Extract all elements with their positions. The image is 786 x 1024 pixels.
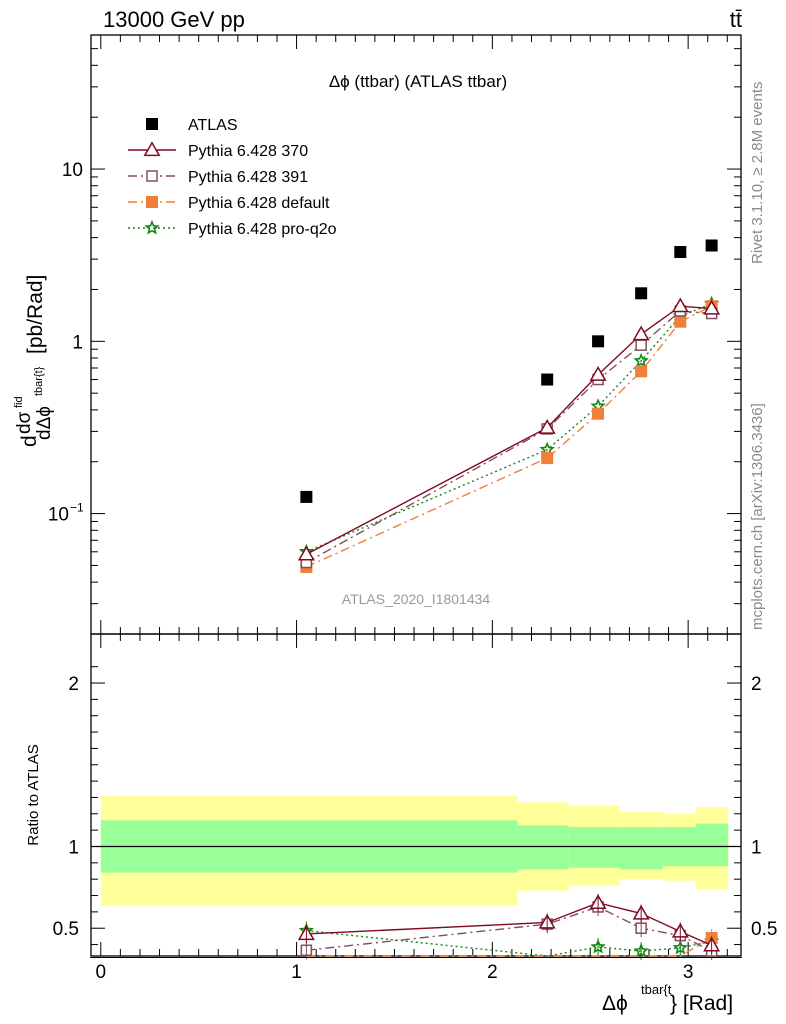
chart-title: Δϕ (ttbar) (ATLAS ttbar): [329, 72, 507, 91]
data-point-pdef: [592, 407, 605, 420]
legend-marker-p391: [146, 170, 158, 182]
ratio-y-tick-label: 1: [68, 837, 79, 858]
header-process-label: tt̄: [730, 7, 742, 32]
y-label-d: d: [18, 435, 41, 447]
ratio-y-tick-label: 2: [68, 674, 79, 695]
legend-label-p391: Pythia 6.428 391: [188, 169, 308, 186]
main-y-tick-exponent: −1: [70, 501, 84, 515]
data-marks: [90, 239, 742, 961]
data-point-atlas: [592, 335, 605, 348]
x-axis-label: Δϕ tbar{t } [Rad]: [602, 982, 733, 1015]
legend-marker-pdef: [146, 196, 158, 208]
y-label-denominator-sup: tbar{t}: [33, 366, 45, 396]
x-label-base: Δϕ: [602, 992, 628, 1015]
legend-marker-atlas: [146, 118, 158, 130]
legend-label-pdef: Pythia 6.428 default: [188, 195, 330, 212]
legend-label-atlas: ATLAS: [188, 117, 238, 134]
x-tick-label: 3: [683, 962, 694, 983]
legend-marker-pq2o: [144, 219, 160, 235]
ratio-y-tick-label-right: 0.5: [751, 919, 777, 940]
x-tick-label: 0: [96, 962, 107, 983]
main-y-tick-label: 10: [48, 505, 69, 526]
x-label-tail: } [Rad]: [670, 992, 733, 1015]
ratio-band-inner: [568, 826, 620, 868]
y-label-fid: fid: [13, 396, 25, 408]
data-point-atlas: [300, 490, 313, 503]
ratio-band-inner: [619, 826, 663, 870]
main-y-tick-label: 1: [72, 332, 83, 353]
ratio-frame: [90, 633, 742, 957]
data-point-p370: [589, 365, 607, 381]
x-tick-label: 2: [487, 962, 498, 983]
data-point-p370: [297, 545, 315, 561]
ratio-y-tick-label-right: 2: [751, 674, 762, 695]
data-point-p370: [671, 297, 689, 313]
data-point-p370: [538, 419, 556, 434]
ratio-panel: [91, 795, 741, 906]
rivet-version-label: Rivet 3.1.10, ≥ 2.8M events: [749, 82, 766, 265]
data-point-pdef: [674, 315, 687, 328]
data-point-atlas: [635, 287, 648, 300]
header-energy-label: 13000 GeV pp: [103, 7, 245, 32]
ratio-line-pdef: [306, 937, 712, 957]
legend-marker-p370: [143, 141, 161, 157]
legend-label-p370: Pythia 6.428 370: [188, 143, 308, 160]
data-point-atlas: [541, 373, 554, 386]
mcplots-label: mcplots.cern.ch [arXiv:1306.3436]: [749, 403, 766, 630]
ratio-line-p370: [306, 902, 712, 947]
legend-label-pq2o: Pythia 6.428 pro-q2o: [188, 221, 337, 238]
data-point-p370: [703, 299, 721, 315]
series-line-p370: [306, 305, 712, 555]
ratio-y-tick-label-right: 1: [751, 837, 762, 858]
y-label-unit: [pb/Rad]: [24, 275, 47, 354]
ratio-y-axis-label: Ratio to ATLAS: [25, 744, 42, 845]
x-tick-label: 1: [291, 962, 302, 983]
ratio-bottom-edge: [90, 957, 742, 958]
data-point-p370: [632, 325, 650, 341]
series-line-p391: [306, 310, 712, 564]
data-point-atlas: [674, 245, 687, 258]
y-label-numerator: dσ: [14, 411, 35, 434]
ratio-band-inner: [695, 823, 729, 867]
ratio-band-inner: [517, 825, 569, 870]
y-label-denominator: dΔϕ: [34, 406, 55, 440]
data-point-pq2o: [633, 352, 649, 368]
series-line-pq2o: [306, 303, 712, 553]
main-y-tick-label: 10: [62, 160, 83, 181]
legend: ATLAS Pythia 6.428 370 Pythia 6.428 391 Pyt…: [128, 117, 337, 238]
main-y-axis-label: d dσ fid dΔϕ tbar{t} [pb/Rad]: [13, 275, 55, 447]
ratio-line-p391: [306, 906, 712, 952]
x-label-sup: tbar{t: [641, 982, 672, 997]
data-point-pdef: [635, 365, 648, 378]
data-point-atlas: [705, 239, 718, 252]
analysis-watermark: ATLAS_2020_I1801434: [342, 591, 491, 607]
ratio-y-tick-label: 0.5: [53, 919, 79, 940]
data-point-p391: [635, 339, 647, 351]
series-line-pdef: [306, 305, 712, 568]
data-point-pdef: [541, 452, 554, 465]
